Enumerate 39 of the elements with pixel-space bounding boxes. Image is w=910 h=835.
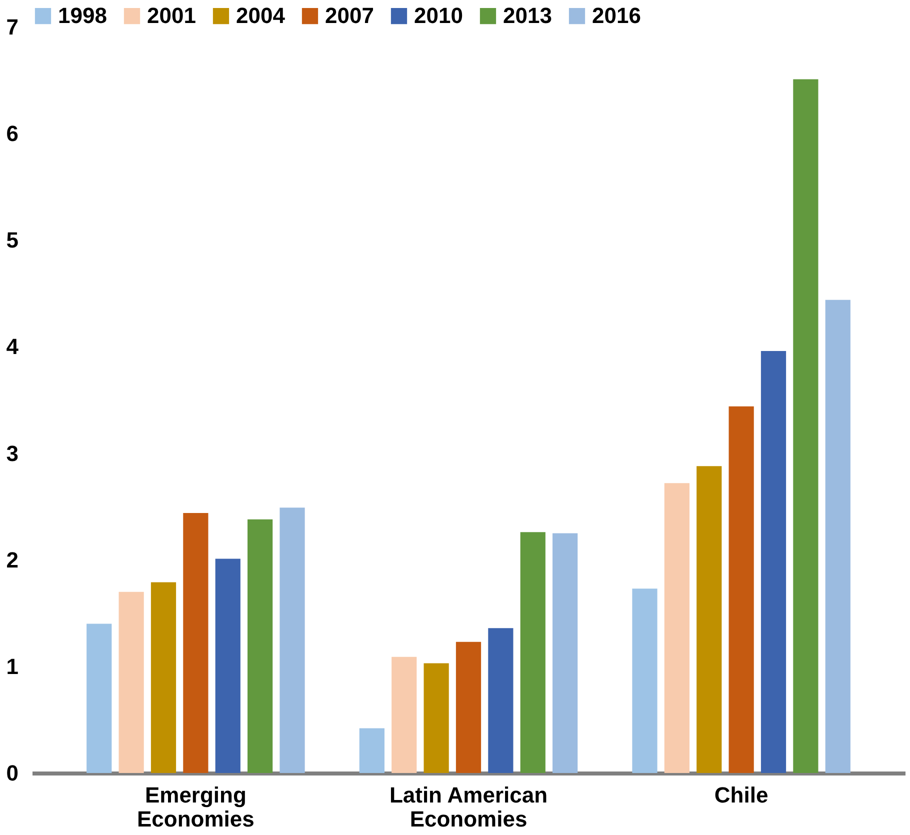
bar xyxy=(520,532,546,773)
y-tick-label: 1 xyxy=(6,654,18,679)
legend-label: 2016 xyxy=(592,3,641,28)
legend-label: 2010 xyxy=(414,3,463,28)
bar xyxy=(793,79,818,773)
bar xyxy=(392,656,417,773)
y-tick-label: 7 xyxy=(6,14,18,40)
legend-label: 2007 xyxy=(325,3,374,28)
bar xyxy=(215,558,240,773)
y-tick-label: 2 xyxy=(6,547,18,572)
legend-label: 2013 xyxy=(503,3,552,28)
bar xyxy=(248,519,273,773)
y-tick-label: 3 xyxy=(6,440,18,466)
bar xyxy=(359,728,384,773)
bar xyxy=(632,588,658,773)
bar xyxy=(456,642,482,773)
bar xyxy=(86,624,112,773)
bar xyxy=(488,628,514,773)
y-tick-label: 6 xyxy=(6,121,18,146)
bar xyxy=(424,663,449,773)
y-tick-label: 0 xyxy=(6,760,18,786)
bar xyxy=(760,350,786,773)
legend-label: 2004 xyxy=(236,3,286,28)
bar xyxy=(183,512,208,773)
bar xyxy=(150,582,176,773)
x-tick-label: Chile xyxy=(714,782,768,808)
y-tick-label: 5 xyxy=(6,228,18,253)
legend-label: 1998 xyxy=(58,3,107,28)
bar xyxy=(728,406,754,773)
legend-label: 2001 xyxy=(147,3,196,28)
bar xyxy=(825,300,850,773)
bar xyxy=(552,533,578,773)
x-tick-label: Emerging Economies xyxy=(137,782,254,832)
x-tick-label: Latin American Economies xyxy=(389,782,548,832)
bar xyxy=(696,466,722,773)
bar xyxy=(118,592,144,773)
y-tick-label: 4 xyxy=(6,334,20,360)
bar xyxy=(280,508,305,773)
bar xyxy=(664,483,690,773)
